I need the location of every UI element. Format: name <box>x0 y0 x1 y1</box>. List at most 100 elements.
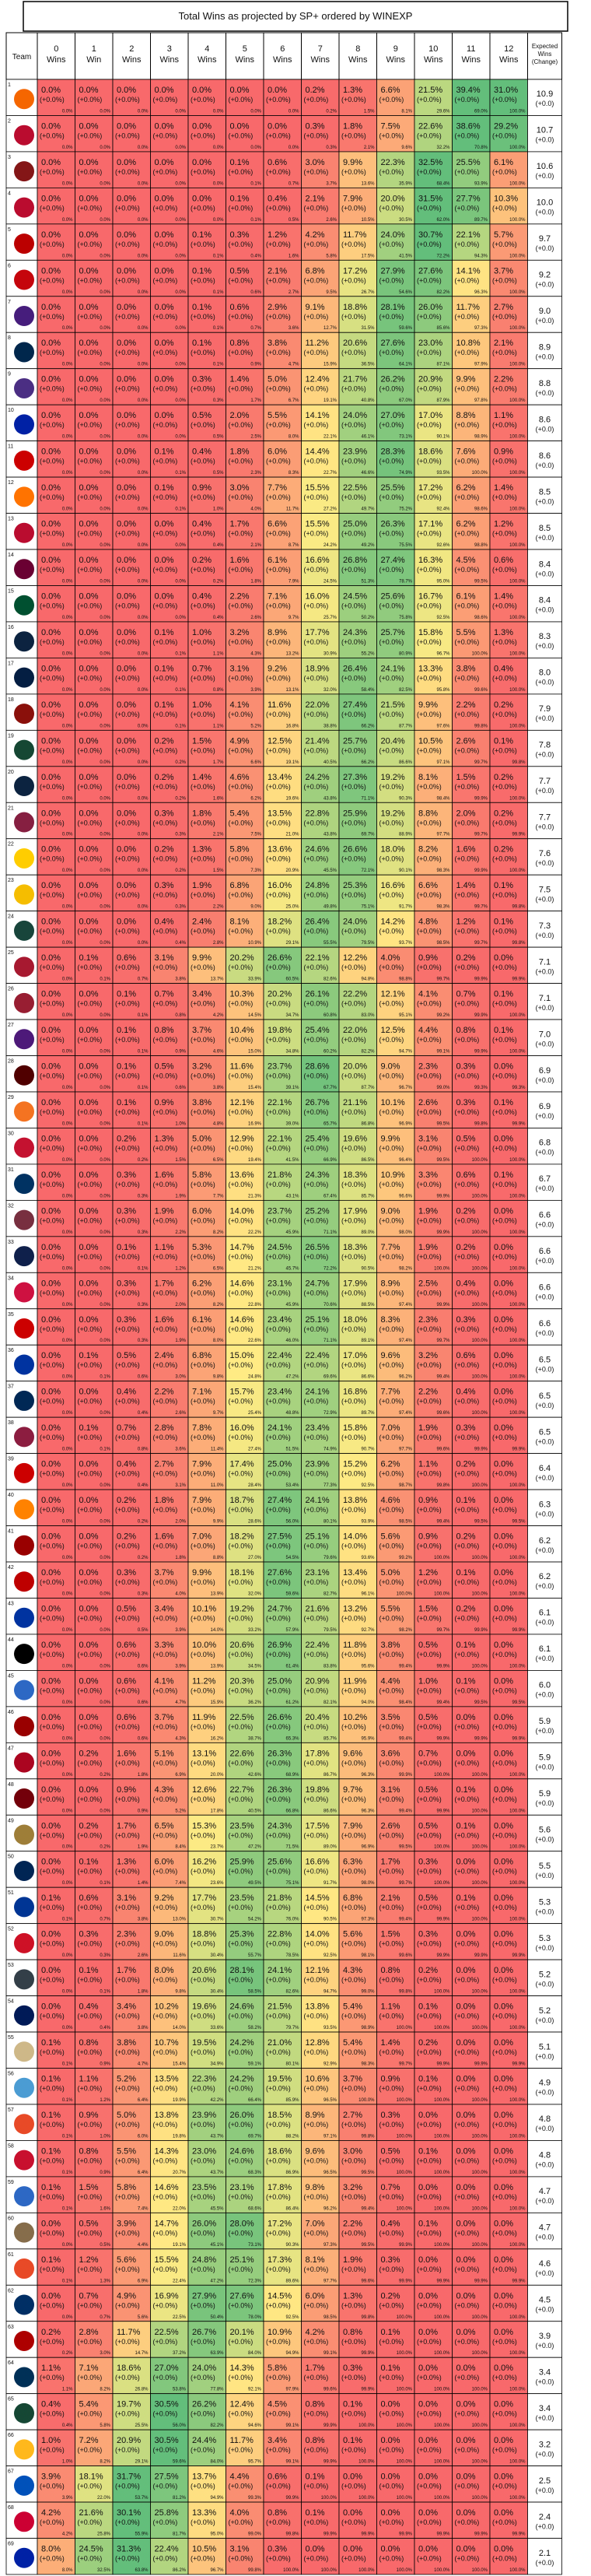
probability-change: (+0.0%) <box>492 132 517 139</box>
probability-value: 8.1% <box>418 773 438 782</box>
probability-change: (+0.0%) <box>229 421 254 429</box>
column-header-label: Wins <box>348 55 368 65</box>
cumulative-value: 97.6% <box>436 724 450 728</box>
probability-value: 15.5% <box>306 520 330 529</box>
probability-value: 0.0% <box>192 158 212 167</box>
expected-wins-change: (+0.0) <box>536 606 554 614</box>
probability-change: (+0.0%) <box>379 168 404 176</box>
probability-value: 24.0% <box>343 411 367 420</box>
cumulative-value: 0.0% <box>100 1664 110 1669</box>
probability-value: 0.8% <box>306 2436 325 2445</box>
probability-change: (+0.0%) <box>417 1759 442 1767</box>
cumulative-value: 0.8% <box>138 1448 149 1452</box>
probability-value: 0.2% <box>117 1496 136 1505</box>
cumulative-value: 8.2% <box>213 1303 224 1307</box>
probability-change: (+0.0%) <box>379 2338 404 2346</box>
cumulative-value: 53.4% <box>285 1483 299 1488</box>
probability-change: (+0.0%) <box>266 1614 291 1622</box>
probability-value: 0.7% <box>418 1749 438 1758</box>
probability-change: (+0.0%) <box>417 1614 442 1622</box>
team-logo-icon <box>14 1318 34 1339</box>
cumulative-value: 21.0% <box>285 833 299 837</box>
probability-change: (+0.0%) <box>266 1795 291 1803</box>
probability-value: 18.6% <box>268 2146 292 2156</box>
probability-value: 0.0% <box>456 2364 476 2373</box>
team-logo-icon <box>14 197 34 218</box>
probability-change: (+0.0%) <box>379 349 404 356</box>
cumulative-value: 19.1% <box>323 398 337 403</box>
cumulative-value: 99.5% <box>399 1845 413 1850</box>
probability-cell <box>263 223 302 261</box>
table-row: 580.1%(+0.0%)0.1%0.8%(+0.0%)0.9%5.5%(+0.… <box>5 2140 562 2178</box>
probability-value: 26.6% <box>343 845 367 855</box>
probability-value: 0.2% <box>456 1243 476 1252</box>
cumulative-value: 8.0% <box>289 435 299 440</box>
probability-change: (+0.0%) <box>492 638 517 646</box>
expected-wins-change: (+0.0) <box>536 1221 554 1229</box>
probability-change: (+0.0%) <box>229 1289 254 1297</box>
probability-value: 0.0% <box>494 1930 513 1939</box>
probability-change: (+0.0%) <box>40 1361 65 1369</box>
probability-cell <box>301 476 340 514</box>
probability-value: 0.0% <box>41 1243 61 1252</box>
probability-change: (+0.0%) <box>40 2085 65 2093</box>
probability-cell <box>187 187 226 225</box>
probability-value: 3.4% <box>117 2002 136 2012</box>
probability-value: 14.3% <box>155 2146 179 2156</box>
cumulative-value: 0.0% <box>62 688 73 693</box>
cumulative-value: 15.0% <box>248 1050 262 1055</box>
expected-wins-change: (+0.0) <box>536 2089 554 2097</box>
cumulative-value: 99.9% <box>512 1736 526 1741</box>
probability-value: 0.0% <box>456 2111 476 2120</box>
probability-value: 2.1% <box>494 339 513 348</box>
probability-value: 31.5% <box>418 194 442 203</box>
probability-cell <box>37 658 75 695</box>
probability-change: (+0.0%) <box>379 1325 404 1333</box>
team-logo-icon <box>14 161 34 182</box>
cumulative-value: 0.0% <box>175 218 186 223</box>
probability-change: (+0.0%) <box>455 421 480 429</box>
cumulative-value: 96.9% <box>399 1121 413 1126</box>
probability-cell <box>452 585 491 623</box>
cumulative-value: 100.0% <box>472 1773 488 1778</box>
cumulative-value: 100.0% <box>509 1809 526 1813</box>
cumulative-value: 0.0% <box>62 1556 73 1560</box>
team-rank: 20 <box>8 770 14 775</box>
cumulative-value: 5.8% <box>326 254 337 258</box>
probability-change: (+0.0%) <box>379 240 404 248</box>
team-rank: 21 <box>8 805 14 811</box>
probability-value: 0.0% <box>79 881 99 890</box>
probability-value: 0.0% <box>494 1641 513 1650</box>
probability-change: (+0.0%) <box>492 711 517 718</box>
cumulative-value: 98.3% <box>436 905 450 910</box>
cumulative-value: 100.0% <box>509 471 526 476</box>
probability-value: 17.4% <box>230 1460 254 1469</box>
cumulative-value: 1.0% <box>213 507 224 512</box>
probability-change: (+0.0%) <box>492 204 517 212</box>
probability-value: 22.1% <box>268 1098 292 1107</box>
probability-value: 0.3% <box>117 1206 136 1216</box>
probability-change: (+0.0%) <box>153 928 178 935</box>
probability-value: 24.5% <box>268 1243 292 1252</box>
cumulative-value: 78.7% <box>399 579 413 584</box>
probability-change: (+0.0%) <box>153 566 178 574</box>
probability-value: 16.9% <box>155 2291 179 2301</box>
probability-change: (+0.0%) <box>492 1614 517 1622</box>
probability-change: (+0.0%) <box>455 2555 480 2563</box>
probability-change: (+0.0%) <box>153 2193 178 2201</box>
cumulative-value: 99.9% <box>361 2351 375 2356</box>
probability-value: 11.7% <box>117 2328 141 2337</box>
team-rank: 1 <box>8 82 11 88</box>
probability-change: (+0.0%) <box>191 2518 215 2526</box>
probability-change: (+0.0%) <box>40 2446 65 2454</box>
cumulative-value: 0.0% <box>100 1013 110 1018</box>
probability-value: 0.0% <box>494 2111 513 2120</box>
probability-change: (+0.0%) <box>455 891 480 899</box>
probability-value: 0.0% <box>155 230 174 240</box>
cumulative-value: 100.0% <box>509 398 526 403</box>
cumulative-value: 99.9% <box>474 2532 488 2537</box>
expected-wins-value: 8.8 <box>539 379 551 388</box>
probability-value: 3.0% <box>230 483 250 493</box>
probability-change: (+0.0%) <box>78 1940 103 1948</box>
probability-change: (+0.0%) <box>455 458 480 465</box>
